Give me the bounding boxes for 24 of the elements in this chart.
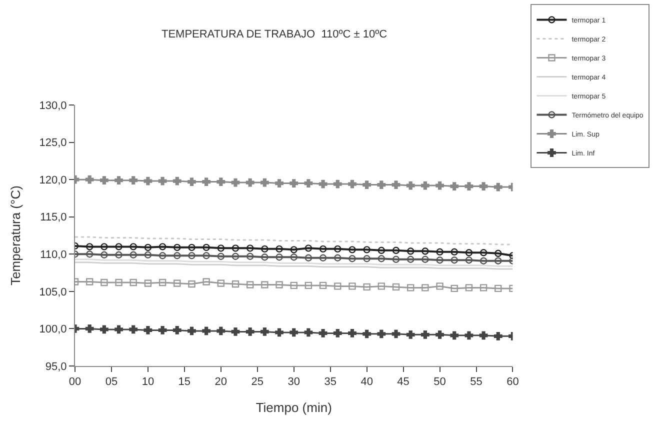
x-tick-label: 15 (178, 376, 191, 388)
x-tick-label: 60 (506, 376, 519, 388)
x-axis-title: Tiempo (min) (256, 400, 332, 415)
y-tick-label: 125,0 (39, 137, 67, 150)
x-tick-label: 05 (105, 376, 118, 388)
y-tick-label: 130,0 (39, 100, 67, 112)
x-tick-label: 35 (324, 376, 336, 388)
y-axis-title: Temperatura (°C) (8, 186, 24, 286)
x-tick-label: 50 (434, 376, 446, 388)
y-tick-label: 120,0 (39, 174, 67, 186)
x-tick-label: 40 (360, 376, 373, 388)
y-tick-label: 95,0 (45, 360, 67, 373)
x-tick-label: 45 (397, 376, 410, 388)
y-tick-label: 115,0 (40, 212, 67, 224)
y-tick-label: 100,0 (39, 324, 67, 336)
chart-title: TEMPERATURA DE TRABAJO 110ºC ± 10ºC (161, 28, 388, 40)
x-tick-label: 10 (142, 376, 154, 388)
x-tick-label: 25 (251, 376, 264, 388)
y-tick-label: 105,0 (39, 286, 67, 298)
x-tick-label: 00 (68, 376, 82, 388)
y-tick-label: 110,0 (40, 248, 67, 261)
x-tick-label: 20 (214, 376, 228, 388)
x-tick-label: 30 (288, 376, 300, 388)
x-tick-label: 55 (470, 376, 482, 388)
